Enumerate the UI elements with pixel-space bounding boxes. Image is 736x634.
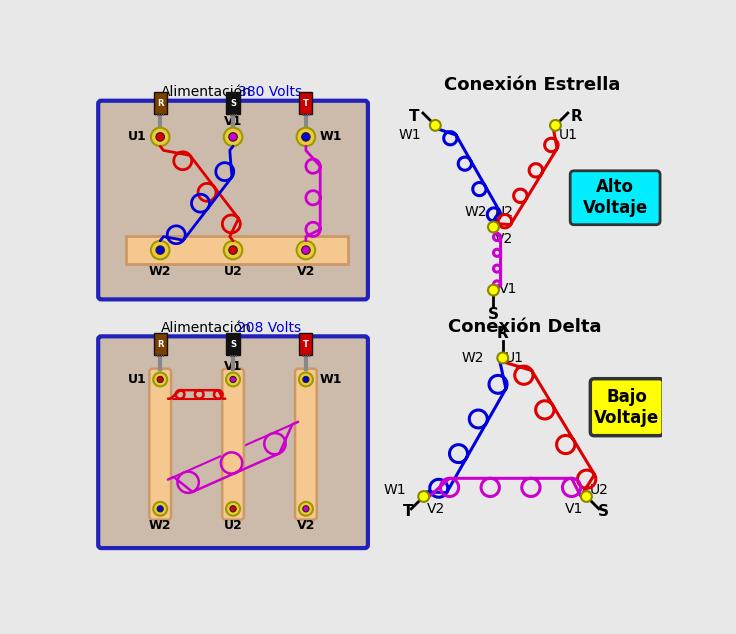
Text: V2: V2: [297, 519, 315, 533]
Circle shape: [302, 246, 310, 254]
Circle shape: [157, 506, 163, 512]
FancyBboxPatch shape: [300, 333, 313, 355]
Circle shape: [224, 241, 242, 259]
Text: V1: V1: [224, 115, 242, 128]
Circle shape: [226, 373, 240, 386]
Text: W2: W2: [149, 265, 171, 278]
Text: V2: V2: [427, 502, 445, 516]
FancyBboxPatch shape: [154, 333, 167, 355]
Text: W2: W2: [149, 519, 171, 533]
FancyBboxPatch shape: [227, 92, 240, 114]
Text: W2: W2: [461, 351, 484, 365]
Text: 380 Volts: 380 Volts: [238, 85, 302, 100]
Text: W1: W1: [384, 483, 407, 497]
Circle shape: [302, 377, 309, 382]
FancyBboxPatch shape: [295, 369, 316, 520]
Circle shape: [156, 133, 164, 141]
Text: T: T: [403, 505, 414, 519]
Text: R: R: [571, 108, 583, 124]
FancyBboxPatch shape: [570, 171, 660, 224]
Circle shape: [156, 246, 164, 254]
Circle shape: [297, 241, 315, 259]
Circle shape: [151, 127, 169, 146]
FancyBboxPatch shape: [149, 369, 171, 520]
Circle shape: [550, 120, 561, 131]
Text: V1: V1: [224, 360, 242, 373]
Text: T: T: [409, 108, 420, 124]
FancyBboxPatch shape: [98, 101, 368, 299]
Text: Alimentación: Alimentación: [161, 321, 252, 335]
Circle shape: [488, 285, 499, 295]
Circle shape: [229, 246, 237, 254]
Text: Alimentación: Alimentación: [161, 85, 252, 100]
Text: U1: U1: [559, 127, 578, 141]
Text: U2: U2: [224, 519, 242, 533]
Text: S: S: [230, 340, 236, 349]
Text: W1: W1: [320, 373, 342, 386]
FancyBboxPatch shape: [590, 378, 663, 436]
Circle shape: [297, 127, 315, 146]
Circle shape: [229, 133, 237, 141]
Text: S: S: [230, 98, 236, 108]
Circle shape: [581, 491, 592, 502]
Text: Alto
Voltaje: Alto Voltaje: [582, 178, 648, 217]
Circle shape: [299, 502, 313, 515]
Circle shape: [153, 502, 167, 515]
Circle shape: [302, 506, 309, 512]
Text: Bajo
Voltaje: Bajo Voltaje: [594, 388, 659, 427]
Circle shape: [488, 222, 499, 233]
Text: U1: U1: [127, 373, 146, 386]
Circle shape: [418, 491, 429, 502]
Text: R: R: [497, 326, 509, 340]
Text: Conexión Delta: Conexión Delta: [447, 318, 601, 336]
Text: R: R: [157, 98, 163, 108]
Circle shape: [226, 502, 240, 515]
Text: 208 Volts: 208 Volts: [237, 321, 301, 335]
Text: W2: W2: [464, 205, 487, 219]
Circle shape: [230, 506, 236, 512]
Text: Conexión Estrella: Conexión Estrella: [444, 76, 620, 94]
Circle shape: [302, 133, 310, 141]
Bar: [126, 236, 347, 264]
Circle shape: [430, 120, 441, 131]
Text: U2: U2: [495, 205, 514, 219]
Circle shape: [153, 373, 167, 386]
Text: T: T: [303, 98, 309, 108]
Text: V2: V2: [495, 231, 513, 245]
Text: V1: V1: [499, 281, 517, 295]
FancyBboxPatch shape: [300, 92, 313, 114]
Circle shape: [224, 127, 242, 146]
Text: W1: W1: [320, 131, 342, 143]
FancyBboxPatch shape: [98, 337, 368, 548]
Text: R: R: [157, 340, 163, 349]
Text: U2: U2: [224, 265, 242, 278]
Text: S: S: [598, 505, 609, 519]
FancyBboxPatch shape: [227, 333, 240, 355]
Text: U2: U2: [590, 483, 609, 497]
Text: V2: V2: [297, 265, 315, 278]
Circle shape: [498, 353, 508, 363]
FancyBboxPatch shape: [154, 92, 167, 114]
Circle shape: [230, 377, 236, 382]
Circle shape: [299, 373, 313, 386]
Text: V1: V1: [565, 502, 584, 516]
Text: T: T: [303, 340, 309, 349]
FancyBboxPatch shape: [222, 369, 244, 520]
Circle shape: [157, 377, 163, 382]
Text: U1: U1: [127, 131, 146, 143]
Text: U1: U1: [504, 351, 523, 365]
Text: S: S: [488, 307, 499, 322]
Text: W1: W1: [399, 127, 422, 141]
Circle shape: [151, 241, 169, 259]
